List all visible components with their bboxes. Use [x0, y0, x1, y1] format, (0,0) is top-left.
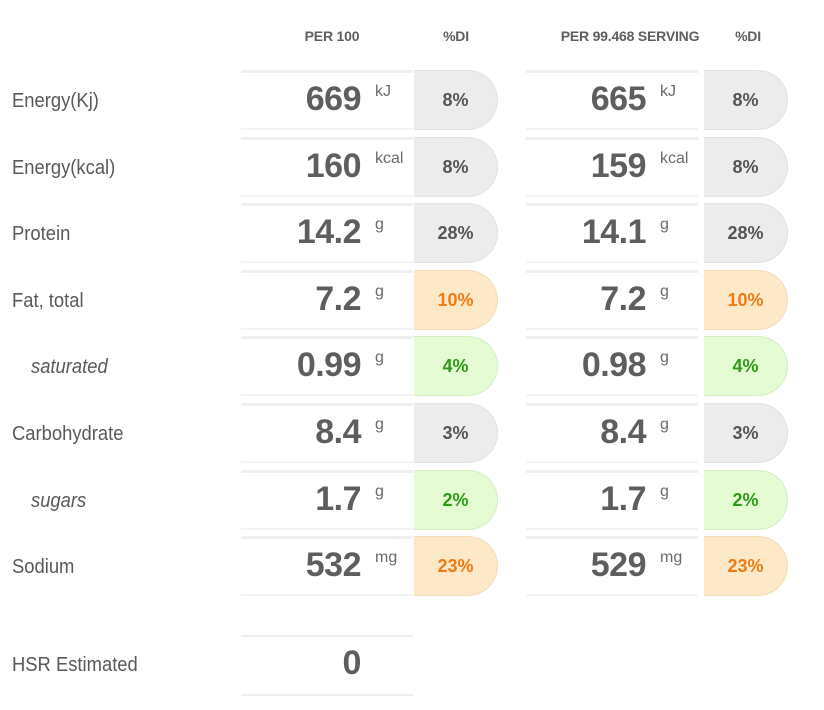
nutrient-unit: g — [660, 416, 669, 433]
nutrient-label: Carbohydrate — [12, 423, 124, 445]
di-percent-badge-100: 23% — [414, 536, 498, 596]
nutrient-value-per-100: 669 — [305, 80, 362, 118]
nutrient-value-per-serving: 7.2 — [600, 280, 646, 318]
di-percent-badge-100: 8% — [414, 137, 498, 197]
di-percent-badge-100: 8% — [414, 70, 498, 130]
nutrient-unit: kJ — [660, 83, 676, 100]
value-cell-per-100: 669 kJ — [241, 70, 413, 130]
value-cell-per-100: 1.7 g — [241, 470, 413, 530]
hsr-cell: 0 — [241, 635, 413, 696]
nutrient-unit: g — [375, 416, 384, 433]
value-cell-per-serving: 14.1 g — [526, 203, 698, 263]
di-percent-badge-serving: 28% — [704, 203, 788, 263]
nutrient-unit: g — [660, 483, 669, 500]
nutrient-value-per-serving: 8.4 — [600, 413, 646, 451]
nutrient-unit: g — [375, 216, 384, 233]
value-cell-per-100: 14.2 g — [241, 203, 413, 263]
value-cell-per-serving: 8.4 g — [526, 403, 698, 463]
nutrient-value-per-100: 14.2 — [296, 213, 362, 251]
column-header-di-serving: %DI — [735, 28, 761, 44]
nutrient-unit: g — [660, 216, 669, 233]
nutrient-value-per-serving: 529 — [590, 546, 647, 584]
value-cell-per-serving: 529 mg — [526, 536, 698, 596]
di-percent-badge-serving: 8% — [704, 137, 788, 197]
nutrient-unit: g — [375, 349, 384, 366]
nutrient-unit: g — [375, 283, 384, 300]
di-percent-badge-serving: 23% — [704, 536, 788, 596]
nutrient-value-per-serving: 1.7 — [600, 480, 646, 518]
value-cell-per-100: 532 mg — [241, 536, 413, 596]
nutrient-value-per-100: 8.4 — [315, 413, 361, 451]
nutrient-value-per-serving: 159 — [590, 147, 647, 185]
value-cell-per-100: 160 kcal — [241, 137, 413, 197]
nutrient-value-per-100: 532 — [305, 546, 362, 584]
di-percent-badge-100: 28% — [414, 203, 498, 263]
column-header-per-serving: PER 99.468 SERVING — [560, 28, 700, 44]
nutrient-value-per-100: 7.2 — [315, 280, 361, 318]
nutrient-label: Sodium — [12, 556, 75, 578]
nutrient-unit: kJ — [375, 83, 391, 100]
nutrient-value-per-serving: 14.1 — [581, 213, 647, 251]
nutrient-value-per-100: 160 — [305, 147, 362, 185]
nutrient-label: Energy(kcal) — [12, 157, 116, 179]
nutrient-value-per-serving: 0.98 — [581, 346, 647, 384]
value-cell-per-100: 0.99 g — [241, 336, 413, 396]
di-percent-badge-serving: 8% — [704, 70, 788, 130]
di-percent-badge-serving: 4% — [704, 336, 788, 396]
nutrient-value-per-serving: 665 — [590, 80, 647, 118]
value-cell-per-serving: 665 kJ — [526, 70, 698, 130]
nutrient-label: sugars — [31, 490, 87, 512]
nutrient-label: Fat, total — [12, 290, 84, 312]
column-header-di-100: %DI — [443, 28, 469, 44]
nutrient-unit: kcal — [660, 150, 689, 167]
di-percent-badge-serving: 3% — [704, 403, 788, 463]
nutrient-unit: g — [660, 349, 669, 366]
nutrient-unit: g — [375, 483, 384, 500]
nutrient-value-per-100: 0.99 — [296, 346, 362, 384]
nutrient-unit: g — [660, 283, 669, 300]
nutrient-unit: kcal — [375, 150, 404, 167]
nutrient-unit: mg — [660, 549, 683, 566]
value-cell-per-serving: 159 kcal — [526, 137, 698, 197]
di-percent-badge-serving: 2% — [704, 470, 788, 530]
di-percent-badge-100: 3% — [414, 403, 498, 463]
di-percent-badge-serving: 10% — [704, 270, 788, 330]
di-percent-badge-100: 4% — [414, 336, 498, 396]
nutrient-label: Energy(Kj) — [12, 90, 99, 112]
di-percent-badge-100: 2% — [414, 470, 498, 530]
hsr-label: HSR Estimated — [12, 654, 138, 676]
value-cell-per-100: 7.2 g — [241, 270, 413, 330]
value-cell-per-100: 8.4 g — [241, 403, 413, 463]
di-percent-badge-100: 10% — [414, 270, 498, 330]
column-header-per-100: PER 100 — [304, 28, 360, 44]
nutrient-unit: mg — [375, 549, 398, 566]
nutrient-label: saturated — [31, 356, 108, 378]
value-cell-per-serving: 0.98 g — [526, 336, 698, 396]
nutrient-value-per-100: 1.7 — [315, 480, 361, 518]
value-cell-per-serving: 7.2 g — [526, 270, 698, 330]
nutrient-label: Protein — [12, 223, 71, 245]
value-cell-per-serving: 1.7 g — [526, 470, 698, 530]
hsr-value: 0 — [342, 644, 362, 682]
